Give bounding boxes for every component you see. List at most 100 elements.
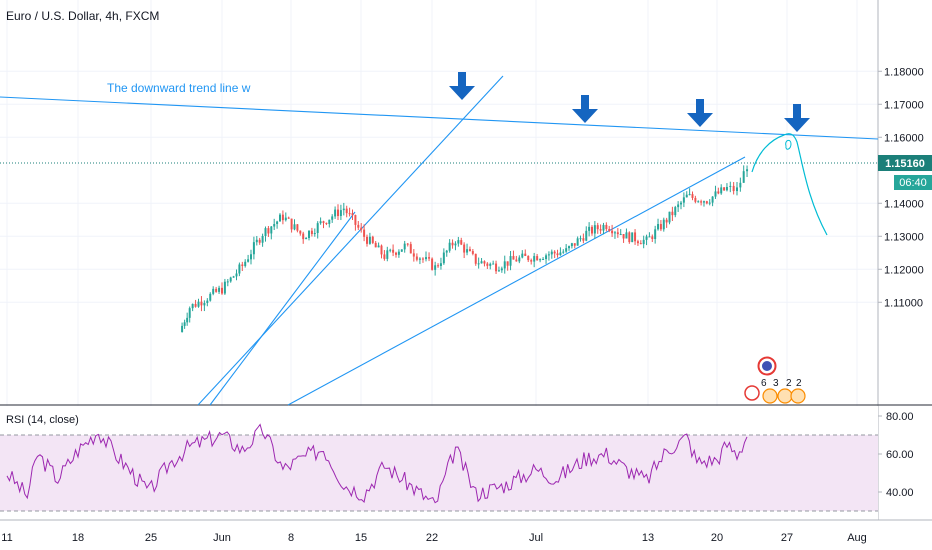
candle-body <box>562 251 565 253</box>
candle-body <box>568 246 571 249</box>
candle-body <box>395 252 397 255</box>
candle-body <box>212 288 215 294</box>
time-label: 13 <box>642 532 654 544</box>
steep-trendline-lower[interactable] <box>209 211 356 406</box>
bar-countdown: 06:40 <box>894 175 932 190</box>
rsi-line[interactable] <box>6 423 748 504</box>
candle-body <box>296 224 299 231</box>
candle-body <box>244 261 247 267</box>
candle-body <box>685 194 688 198</box>
candle-body <box>397 251 400 255</box>
annotation-arrows <box>449 72 810 132</box>
candle-body <box>250 254 252 260</box>
down-arrow-icon <box>784 104 810 132</box>
candle-body <box>662 219 665 230</box>
price-scale[interactable] <box>878 0 932 405</box>
candle-body <box>235 273 238 277</box>
event-group-icon <box>762 388 778 404</box>
candle-body <box>545 255 548 260</box>
candle-body <box>486 263 489 266</box>
candle-body <box>605 224 608 230</box>
candle-body <box>631 232 634 243</box>
candle-body <box>273 224 276 227</box>
price-candles[interactable] <box>181 165 749 333</box>
candle-body <box>717 191 720 194</box>
candle-body <box>702 201 705 203</box>
candle-body <box>454 243 457 246</box>
candle-body <box>492 263 495 265</box>
candle-body <box>524 253 527 256</box>
candle-body <box>500 268 503 271</box>
candle-body <box>218 287 221 292</box>
candle-body <box>328 219 331 224</box>
trendline-annotation-text[interactable]: The downward trend line w <box>107 81 251 95</box>
eu-flag-icon <box>762 361 772 371</box>
candle-body <box>290 218 293 230</box>
candle-body <box>339 210 342 217</box>
candle-body <box>725 186 728 191</box>
candle-body <box>527 255 530 261</box>
candle-body <box>559 252 562 256</box>
candle-body <box>634 232 637 242</box>
candle-body <box>316 223 319 233</box>
candle-body <box>625 232 628 239</box>
event-count: 2 <box>786 378 792 389</box>
rsi-tick-label: 80.00 <box>886 411 914 423</box>
time-label: 25 <box>145 532 157 544</box>
candle-body <box>310 230 313 235</box>
rising-support-trendline[interactable] <box>287 156 746 406</box>
rsi-pane[interactable]: RSI (14, close) <box>0 406 878 520</box>
candle-body <box>380 245 383 255</box>
current-price-value: 1.15160 <box>885 158 925 170</box>
steep-trendline-upper[interactable] <box>197 75 504 406</box>
candle-body <box>550 251 553 255</box>
candle-body <box>694 197 697 202</box>
candle-body <box>284 217 287 221</box>
candle-body <box>337 209 339 217</box>
symbol-title[interactable]: Euro / U.S. Dollar, 4h, FXCM <box>6 9 159 23</box>
candle-body <box>565 248 568 252</box>
time-label: 11 <box>1 532 12 544</box>
candle-body <box>188 308 191 318</box>
candle-body <box>357 224 360 228</box>
time-axis-labels[interactable]: 11 18 25 Jun 8 15 22 Jul 13 20 27 Aug <box>1 532 867 544</box>
downward-trendline[interactable] <box>0 96 879 140</box>
candle-body <box>197 301 200 307</box>
forecast-loop <box>785 139 792 150</box>
candle-body <box>613 232 616 234</box>
candle-body <box>746 169 749 172</box>
candle-body <box>412 253 415 257</box>
candle-body <box>480 261 483 264</box>
economic-events[interactable]: 6 3 2 2 <box>744 356 806 404</box>
candle-body <box>431 258 434 270</box>
candle-body <box>732 185 735 192</box>
candle-body <box>229 277 232 282</box>
candle-body <box>636 241 639 244</box>
event-badge-row[interactable]: 6 3 2 2 <box>744 378 806 404</box>
candle-body <box>471 251 474 254</box>
candle-body <box>495 263 498 272</box>
rsi-label[interactable]: RSI (14, close) <box>6 414 79 426</box>
forecast-path[interactable] <box>751 133 828 236</box>
event-group-icon <box>790 388 806 404</box>
candle-body <box>366 236 368 244</box>
time-label: Aug <box>847 532 867 544</box>
candle-body <box>418 258 421 260</box>
candle-body <box>360 227 363 230</box>
price-tick-label: 1.13000 <box>884 231 924 243</box>
price-pane[interactable] <box>0 0 878 405</box>
candle-body <box>739 182 742 188</box>
candle-body <box>622 234 625 239</box>
current-price-marker: 1.15160 <box>878 155 932 171</box>
candle-body <box>570 243 573 247</box>
candle-body <box>483 261 486 264</box>
time-label: 27 <box>781 532 793 544</box>
candle-body <box>281 214 284 221</box>
candle-body <box>539 259 542 261</box>
trendline-drawings[interactable] <box>0 75 879 406</box>
down-arrow-icon <box>449 72 475 100</box>
candle-body <box>512 256 515 260</box>
candle-body <box>533 256 536 262</box>
candle-body <box>428 257 431 259</box>
